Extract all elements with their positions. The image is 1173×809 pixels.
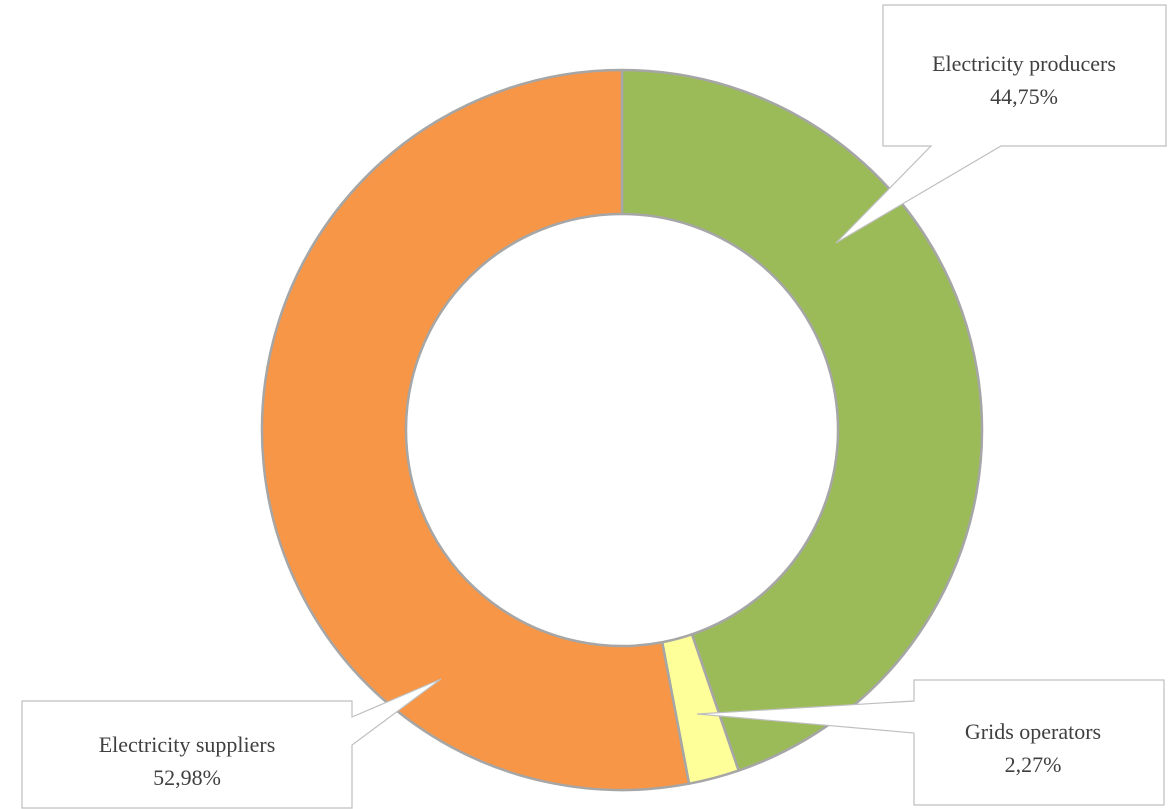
label-electricity-producers: Electricity producers bbox=[932, 51, 1116, 76]
value-electricity-suppliers: 52,98% bbox=[153, 765, 221, 790]
label-grids-operators: Grids operators bbox=[965, 719, 1101, 744]
callout-electricity-producers: Electricity producers 44,75% bbox=[835, 4, 1167, 244]
value-electricity-producers: 44,75% bbox=[990, 84, 1058, 109]
callout-box-grids-operators bbox=[696, 679, 1165, 806]
callout-grids-operators: Grids operators 2,27% bbox=[696, 679, 1165, 806]
slice-electricity-suppliers bbox=[260, 68, 691, 792]
label-electricity-suppliers: Electricity suppliers bbox=[99, 732, 276, 757]
callout-box-electricity-producers bbox=[835, 4, 1167, 244]
doughnut-slices bbox=[260, 68, 984, 792]
callout-box-electricity-suppliers bbox=[21, 678, 442, 809]
callout-electricity-suppliers: Electricity suppliers 52,98% bbox=[21, 678, 442, 809]
value-grids-operators: 2,27% bbox=[1005, 752, 1062, 777]
slice-electricity-producers bbox=[620, 68, 984, 772]
